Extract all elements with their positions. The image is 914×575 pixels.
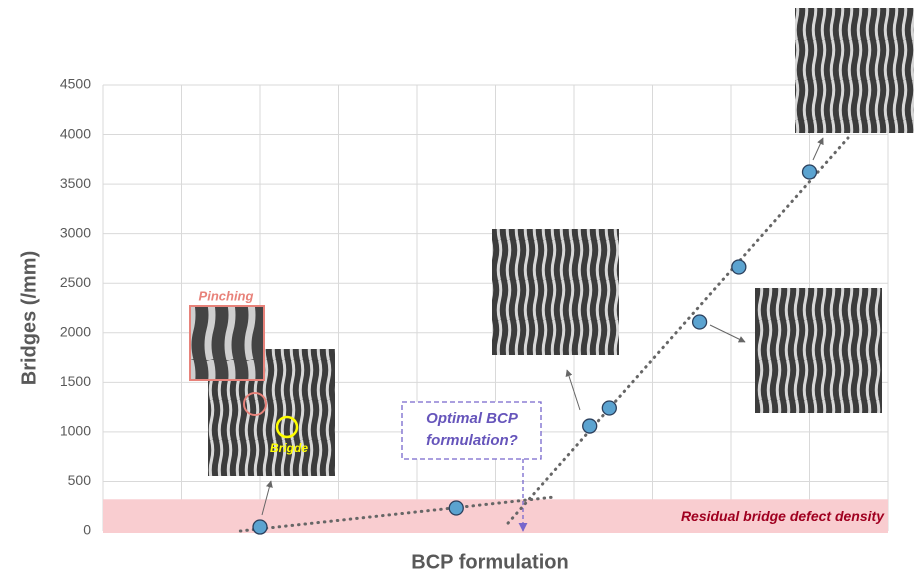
y-tick-label: 3500 [60,175,91,191]
arrow [813,138,823,160]
y-tick-label: 2500 [60,274,91,290]
sem-image [492,229,619,355]
data-point [449,501,463,515]
y-tick-label: 2000 [60,323,91,339]
y-tick-label: 0 [83,522,91,538]
y-tick-label: 4000 [60,125,91,141]
data-point [253,520,267,534]
data-point [583,419,597,433]
annotation: Optimal BCP [426,410,519,427]
annotation: formulation? [426,432,518,449]
data-point [602,401,616,415]
data-point [803,165,817,179]
y-tick-label: 4500 [60,76,91,92]
y-axis-label: Bridges (/mm) [18,251,40,385]
data-point [732,260,746,274]
sem-inset [190,306,264,380]
band-layer: Residual bridge defect density [103,499,888,533]
sem-image [755,288,882,413]
band-label: Residual bridge defect density [681,508,885,524]
y-tick-label: 500 [68,472,92,488]
y-tick-label: 1000 [60,423,91,439]
y-tick-label: 3000 [60,224,91,240]
arrow [710,325,745,342]
annotation: Brigde [270,441,308,455]
x-axis-label: BCP formulation [411,551,568,573]
annotation: Pinching [199,288,254,303]
sem-image [795,8,914,133]
data-point [693,315,707,329]
chart: 0 500 1000 1500 2000 2500 3000 3500 4000 4500 Res… [0,0,914,575]
y-tick-label: 1500 [60,373,91,389]
